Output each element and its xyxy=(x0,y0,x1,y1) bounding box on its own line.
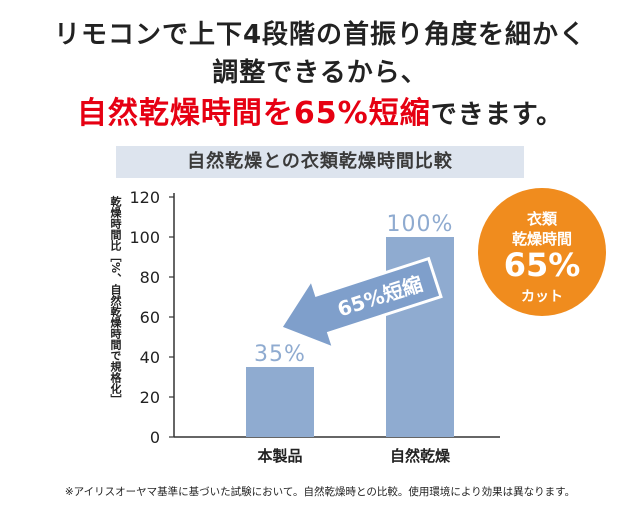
badge-percent: 65% xyxy=(503,246,581,284)
y-tick-label: 0 xyxy=(150,428,160,447)
x-category-label: 本製品 xyxy=(257,447,302,465)
y-tick-label: 40 xyxy=(140,348,160,367)
badge-line-4: カット xyxy=(521,289,563,305)
y-tick-label: 60 xyxy=(140,308,160,327)
headline-line-2: 調整できるから、 xyxy=(212,58,428,88)
reduction-arrow: 65%短縮 xyxy=(278,256,443,351)
chart-title: 自然乾燥との衣類乾燥時間比較 xyxy=(116,146,524,178)
y-tick-label: 120 xyxy=(129,188,160,207)
headline-line-1: リモコンで上下4段階の首振り角度を細かく xyxy=(53,20,587,50)
headline-line-3: 自然乾燥時間を65%短縮できます。 xyxy=(0,88,640,132)
bar xyxy=(246,367,314,437)
headline-rest: できます。 xyxy=(430,100,564,130)
bar-data-label: 100% xyxy=(387,212,454,237)
badge-line-1: 衣類 xyxy=(526,210,557,228)
bar-data-label: 35% xyxy=(254,342,306,367)
x-category-label: 自然乾燥 xyxy=(390,447,451,465)
badge-line-2: 乾燥時間 xyxy=(511,230,572,248)
headline-emphasis: 自然乾燥時間を65%短縮 xyxy=(76,96,431,131)
footnote: ※アイリスオーヤマ基準に基づいた試験において。自然乾燥時との比較。使用環境により… xyxy=(64,486,576,498)
y-axis-label: 乾燥時間比［%、自然乾燥時間で規格化］ xyxy=(109,196,122,406)
y-tick-label: 20 xyxy=(140,388,160,407)
reduction-badge: 衣類 乾燥時間 65% カット xyxy=(478,188,606,316)
arrow-shape xyxy=(278,256,443,351)
y-tick-label: 80 xyxy=(140,268,160,287)
y-tick-label: 100 xyxy=(129,228,160,247)
